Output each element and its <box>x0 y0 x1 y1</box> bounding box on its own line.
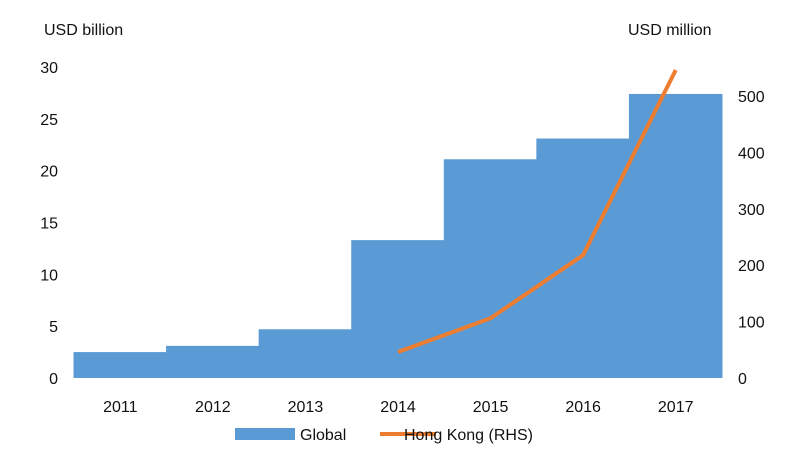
right-tick-label: 400 <box>738 145 765 162</box>
right-tick-label: 500 <box>738 89 765 106</box>
right-tick-label: 300 <box>738 202 765 219</box>
legend-hong-kong-label: Hong Kong (RHS) <box>404 427 533 444</box>
left-tick-label: 10 <box>40 267 58 284</box>
left-tick-label: 30 <box>40 60 58 77</box>
right-tick-label: 0 <box>738 371 747 388</box>
x-tick-label: 2017 <box>658 399 694 416</box>
bar-global-2014 <box>351 240 445 378</box>
bar-global-2017 <box>628 93 723 378</box>
left-tick-label: 5 <box>49 319 58 336</box>
x-tick-label: 2013 <box>288 399 324 416</box>
left-axis-label: USD billion <box>44 22 123 39</box>
bar-global-2011 <box>73 352 168 378</box>
x-tick-label: 2014 <box>380 399 416 416</box>
left-tick-label: 25 <box>40 112 58 129</box>
legend-global-label: Global <box>300 427 346 444</box>
right-tick-label: 100 <box>738 315 765 332</box>
bar-global-2015 <box>443 159 538 378</box>
right-tick-label: 200 <box>738 258 765 275</box>
bar-global-2013 <box>258 329 353 378</box>
bar-global-2012 <box>166 345 260 378</box>
line-hong-kong <box>397 69 678 354</box>
x-tick-label: 2015 <box>473 399 509 416</box>
right-axis-label: USD million <box>628 22 712 39</box>
left-tick-label: 15 <box>40 216 58 233</box>
x-tick-label: 2012 <box>195 399 231 416</box>
left-tick-label: 20 <box>40 164 58 181</box>
bar-global-2016 <box>536 138 630 378</box>
left-tick-label: 0 <box>49 371 58 388</box>
legend-global-swatch <box>235 428 295 440</box>
x-tick-label: 2011 <box>103 399 138 416</box>
x-tick-label: 2016 <box>565 399 601 416</box>
